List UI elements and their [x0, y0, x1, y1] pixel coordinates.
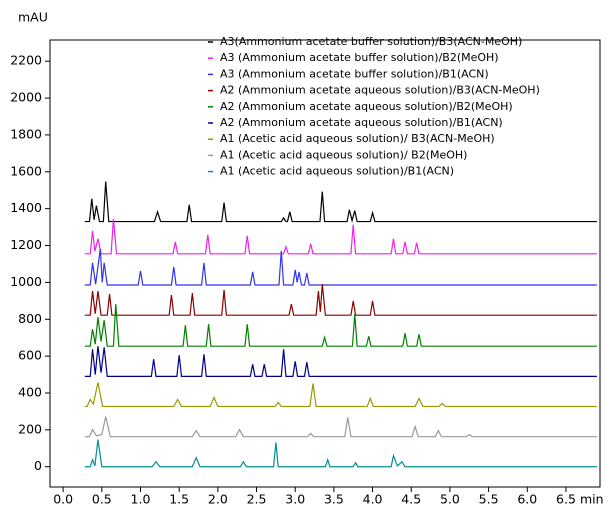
trace: [84, 346, 597, 377]
y-tick-label: 400: [18, 384, 42, 399]
legend-label: A1 (Acetic acid aqueous solution)/B1(ACN…: [220, 165, 454, 178]
trace: [84, 248, 597, 286]
legend-label: A3 (Ammonium acetate buffer solution)/B1…: [220, 67, 489, 80]
y-axis-label: mAU: [18, 10, 48, 25]
x-tick-label: 2.5: [247, 492, 267, 507]
trace: [84, 218, 597, 255]
x-tick-label: 0.0: [53, 492, 73, 507]
legend-label: A3 (Ammonium acetate buffer solution)/B2…: [220, 51, 499, 64]
legend-label: A1 (Acetic acid aqueous solution)/ B2(Me…: [220, 148, 467, 161]
plot-frame: [49, 39, 601, 488]
legend-label: A2 (Ammonium acetate aqueous solution)/B…: [220, 84, 540, 97]
legend-label: A3(Ammonium acetate buffer solution)/B3(…: [220, 35, 522, 48]
y-tick-label: 200: [18, 421, 42, 436]
x-tick-label: 5.0: [440, 492, 460, 507]
legend-label: A2 (Ammonium acetate aqueous solution)/B…: [220, 100, 513, 113]
trace: [84, 439, 597, 468]
x-axis-label: min: [580, 492, 604, 507]
trace: [84, 304, 597, 347]
x-tick-label: 6.5: [556, 492, 576, 507]
y-tick-label: 1600: [10, 163, 42, 178]
y-tick-label: 2000: [10, 90, 42, 105]
y-tick-label: 800: [18, 311, 42, 326]
y-tick-label: 2200: [10, 53, 42, 68]
x-tick-label: 0.5: [92, 492, 112, 507]
trace: [84, 416, 597, 438]
x-tick-label: 4.0: [363, 492, 383, 507]
trace: [84, 181, 597, 224]
trace: [84, 382, 597, 408]
legend-label: A2 (Ammonium acetate aqueous solution)/B…: [220, 116, 503, 129]
y-tick-label: 1400: [10, 200, 42, 215]
x-tick-label: 4.5: [401, 492, 421, 507]
x-tick-label: 1.0: [131, 492, 151, 507]
x-tick-label: 1.5: [169, 492, 189, 507]
legend-label: A1 (Acetic acid aqueous solution)/ B3(AC…: [220, 132, 495, 145]
y-tick-label: 0: [34, 458, 42, 473]
x-tick-label: 3.0: [285, 492, 305, 507]
x-tick-label: 2.0: [208, 492, 228, 507]
x-tick-label: 3.5: [324, 492, 344, 507]
x-tick-label: 5.5: [479, 492, 499, 507]
y-tick-label: 1200: [10, 237, 42, 252]
trace: [84, 283, 597, 316]
y-tick-label: 600: [18, 348, 42, 363]
x-tick-label: 6.0: [517, 492, 537, 507]
y-tick-label: 1000: [10, 274, 42, 289]
y-tick-label: 1800: [10, 126, 42, 141]
